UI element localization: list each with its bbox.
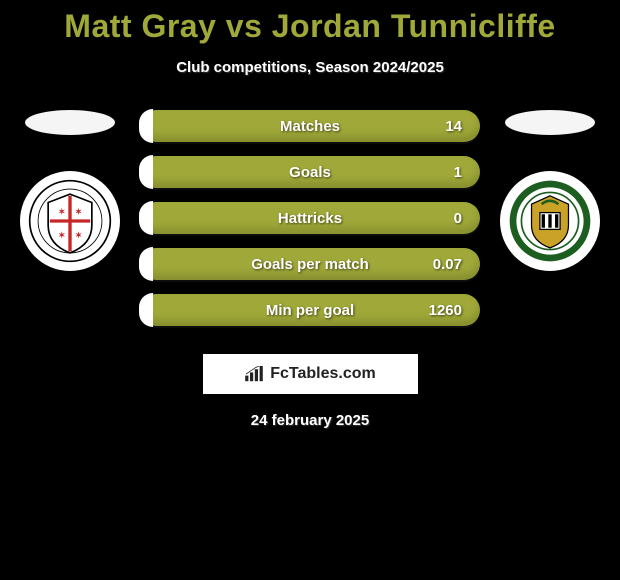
stat-label: Goals per match (140, 256, 480, 273)
stat-row-goals-per-match: Goals per match 0.07 (140, 248, 480, 280)
svg-text:✶: ✶ (75, 206, 82, 216)
stat-value: 0.07 (433, 256, 462, 273)
right-player-col (500, 110, 600, 271)
left-club-crest: ✶ ✶ ✶ ✶ (20, 171, 120, 271)
comparison-card: Matt Gray vs Jordan Tunnicliffe Club com… (0, 0, 620, 429)
left-player-col: ✶ ✶ ✶ ✶ (20, 110, 120, 271)
stat-value: 1260 (429, 302, 462, 319)
page-title: Matt Gray vs Jordan Tunnicliffe (0, 8, 620, 45)
svg-text:✶: ✶ (58, 206, 65, 216)
stat-row-min-per-goal: Min per goal 1260 (140, 294, 480, 326)
woking-crest-icon: ✶ ✶ ✶ ✶ (28, 179, 112, 263)
brand-text: FcTables.com (270, 365, 376, 383)
stat-label: Hattricks (140, 210, 480, 227)
bar-chart-icon (244, 366, 264, 382)
stat-label: Goals (140, 164, 480, 181)
brand-attribution[interactable]: FcTables.com (203, 354, 418, 394)
svg-text:✶: ✶ (75, 230, 82, 240)
date-line: 24 february 2025 (0, 412, 620, 429)
stat-value: 14 (445, 118, 462, 135)
right-value-ellipse (505, 110, 595, 135)
stat-label: Matches (140, 118, 480, 135)
stat-row-matches: Matches 14 (140, 110, 480, 142)
main-row: ✶ ✶ ✶ ✶ Matches 14 Goals 1 Hattricks 0 (0, 110, 620, 326)
right-club-crest (500, 171, 600, 271)
subtitle: Club competitions, Season 2024/2025 (0, 59, 620, 76)
stat-row-goals: Goals 1 (140, 156, 480, 188)
stats-column: Matches 14 Goals 1 Hattricks 0 Goals per… (140, 110, 480, 326)
stat-value: 1 (454, 164, 462, 181)
stat-row-hattricks: Hattricks 0 (140, 202, 480, 234)
left-value-ellipse (25, 110, 115, 135)
stat-value: 0 (454, 210, 462, 227)
solihull-moors-crest-icon (508, 179, 592, 263)
svg-text:✶: ✶ (58, 230, 65, 240)
